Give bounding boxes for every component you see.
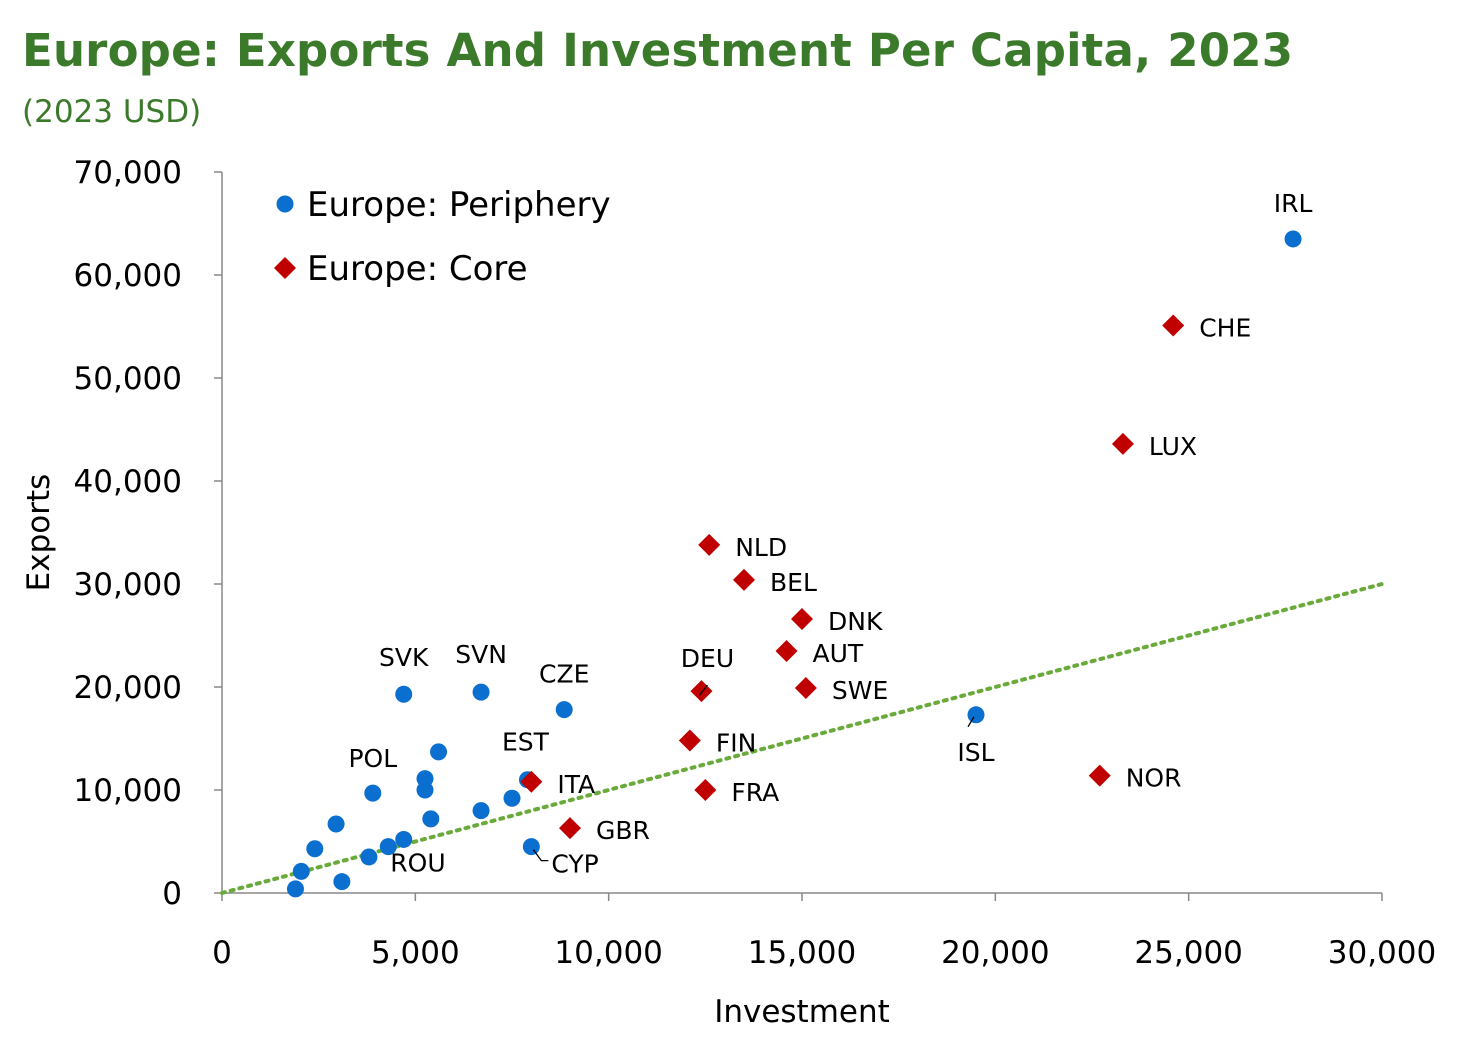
y-axis-title: Exports xyxy=(21,474,57,592)
x-axis-title: Investment xyxy=(714,994,890,1030)
core-point xyxy=(678,729,701,752)
periphery-point xyxy=(430,743,448,761)
legend-periphery-label: Europe: Periphery xyxy=(307,185,611,225)
point-label-irl: IRL xyxy=(1274,189,1313,218)
periphery-point xyxy=(555,701,573,719)
periphery-point xyxy=(503,789,521,807)
periphery-point xyxy=(522,838,540,856)
core-point xyxy=(559,817,581,840)
y-tick-label: 40,000 xyxy=(74,464,182,500)
legend-core-label: Europe: Core xyxy=(307,249,528,289)
point-label-bel: BEL xyxy=(770,568,817,597)
y-tick-label: 10,000 xyxy=(74,773,182,809)
core-point xyxy=(775,639,798,662)
y-tick-label: 50,000 xyxy=(74,361,182,397)
periphery-point xyxy=(292,862,310,880)
point-label-isl: ISL xyxy=(957,738,994,767)
x-tick-label: 5,000 xyxy=(371,935,460,971)
periphery-point xyxy=(472,802,490,820)
x-tick-label: 15,000 xyxy=(748,935,856,971)
core-point xyxy=(794,677,817,700)
trendline-layer xyxy=(220,582,1384,895)
periphery-point xyxy=(416,781,434,799)
core-point xyxy=(791,608,813,631)
x-tick-label: 0 xyxy=(212,935,232,971)
leader-line-cyp xyxy=(532,849,549,862)
periphery-point xyxy=(395,830,413,848)
core-point xyxy=(520,770,543,793)
point-label-nor: NOR xyxy=(1126,764,1182,793)
leader-line-deu xyxy=(698,684,708,696)
core-point xyxy=(733,568,755,591)
core-point xyxy=(698,533,721,556)
periphery-point xyxy=(286,880,304,898)
point-label-fin: FIN xyxy=(716,729,756,758)
point-label-est: EST xyxy=(502,728,550,757)
y-tick-label: 70,000 xyxy=(74,155,182,191)
point-label-ita: ITA xyxy=(557,770,595,799)
point-label-swe: SWE xyxy=(832,676,888,705)
point-label-aut: AUT xyxy=(813,639,864,668)
point-label-che: CHE xyxy=(1199,313,1251,342)
point-label-gbr: GBR xyxy=(596,816,650,845)
x-tick-label: 10,000 xyxy=(554,935,662,971)
y-tick-label: 60,000 xyxy=(74,258,182,294)
periphery-point xyxy=(360,848,378,866)
core-point xyxy=(694,779,717,801)
x-tick-label: 25,000 xyxy=(1134,935,1242,971)
core-point xyxy=(1111,432,1134,455)
periphery-point xyxy=(1284,230,1302,248)
periphery-point xyxy=(967,706,985,724)
y-tick-label: 30,000 xyxy=(74,567,182,603)
chart-subtitle: (2023 USD) xyxy=(22,94,202,130)
point-label-fra: FRA xyxy=(731,778,779,807)
legend-periphery-marker xyxy=(276,195,294,213)
core-point xyxy=(1162,314,1185,337)
point-label-dnk: DNK xyxy=(828,607,883,636)
point-label-nld: NLD xyxy=(735,533,787,562)
point-label-cze: CZE xyxy=(539,660,589,689)
point-label-svk: SVK xyxy=(379,643,429,672)
periphery-point xyxy=(327,815,345,833)
leader-line-isl xyxy=(967,716,975,728)
periphery-point xyxy=(395,685,413,703)
x-tick-label: 20,000 xyxy=(941,935,1049,971)
point-label-deu: DEU xyxy=(681,644,734,673)
periphery-point xyxy=(364,784,382,802)
core-point xyxy=(1088,764,1111,787)
axes: 0 10,000 20,000 30,000 40,000 50,000 60,000 70,… xyxy=(21,155,1436,1030)
point-label-rou: ROU xyxy=(390,849,445,878)
chart-title: Europe: Exports And Investment Per Capit… xyxy=(22,24,1294,77)
y-tick-label: 0 xyxy=(162,876,182,912)
periphery-point xyxy=(422,810,440,828)
point-label-svn: SVN xyxy=(455,640,507,669)
legend: Europe: Periphery Europe: Core xyxy=(274,185,611,289)
periphery-point xyxy=(333,873,351,891)
periphery-point xyxy=(472,683,490,701)
data-points xyxy=(286,230,1302,898)
point-label-cyp: CYP xyxy=(551,850,598,879)
point-label-lux: LUX xyxy=(1149,432,1197,461)
leader-lines xyxy=(532,684,975,862)
y-tick-label: 20,000 xyxy=(74,670,182,706)
legend-core-marker xyxy=(274,257,296,279)
core-point xyxy=(690,680,713,703)
periphery-point xyxy=(379,838,397,856)
point-label-pol: POL xyxy=(348,744,397,773)
x-tick-label: 30,000 xyxy=(1328,935,1436,971)
trendline xyxy=(220,582,1384,895)
periphery-point xyxy=(306,840,324,858)
point-labels: IRL ISL SVK SVN CZE EST POL ROU CYP CHE LUX NLD BEL D… xyxy=(348,189,1312,879)
